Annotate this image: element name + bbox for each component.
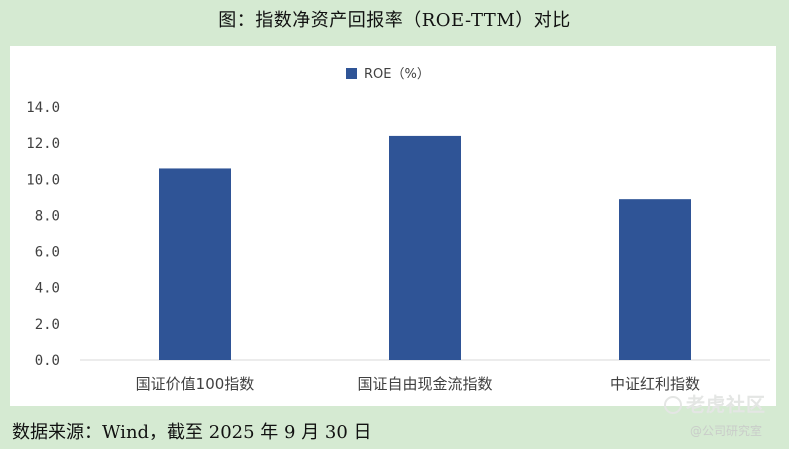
x-tick-label: 中证红利指数 <box>610 375 700 393</box>
x-tick-label: 国证自由现金流指数 <box>357 375 492 393</box>
bar <box>619 199 691 360</box>
legend-swatch <box>346 68 357 79</box>
watermark-handle: @公司研究室 <box>690 424 763 438</box>
y-tick-label: 8.0 <box>35 208 60 224</box>
watermark-logo: 老虎社区 <box>664 390 766 417</box>
legend-label: ROE（%） <box>364 67 430 82</box>
y-tick-label: 14.0 <box>26 100 60 116</box>
y-tick-label: 4.0 <box>35 281 60 297</box>
y-tick-label: 10.0 <box>26 172 60 188</box>
y-tick-label: 6.0 <box>35 245 60 261</box>
x-tick-label: 国证价值100指数 <box>136 375 255 393</box>
y-tick-label: 2.0 <box>35 317 60 333</box>
watermark-text: 老虎社区 <box>686 394 767 416</box>
bar <box>389 135 461 360</box>
source-note: 数据来源：Wind，截至 2025 年 9 月 30 日 <box>12 422 372 443</box>
bar-chart: 0.0 2.0 4.0 6.0 8.0 10.0 12.0 14.0 国证价值100指数 国证自由… <box>26 67 770 393</box>
chart-panel: 0.0 2.0 4.0 6.0 8.0 10.0 12.0 14.0 国证价值100指数 国证自由… <box>10 46 776 406</box>
y-tick-label: 12.0 <box>26 136 60 152</box>
y-tick-label: 0.0 <box>35 353 60 369</box>
paw-icon <box>664 396 682 414</box>
figure-title: 图：指数净资产回报率（ROE-TTM）对比 <box>218 10 571 31</box>
bar <box>159 168 231 360</box>
